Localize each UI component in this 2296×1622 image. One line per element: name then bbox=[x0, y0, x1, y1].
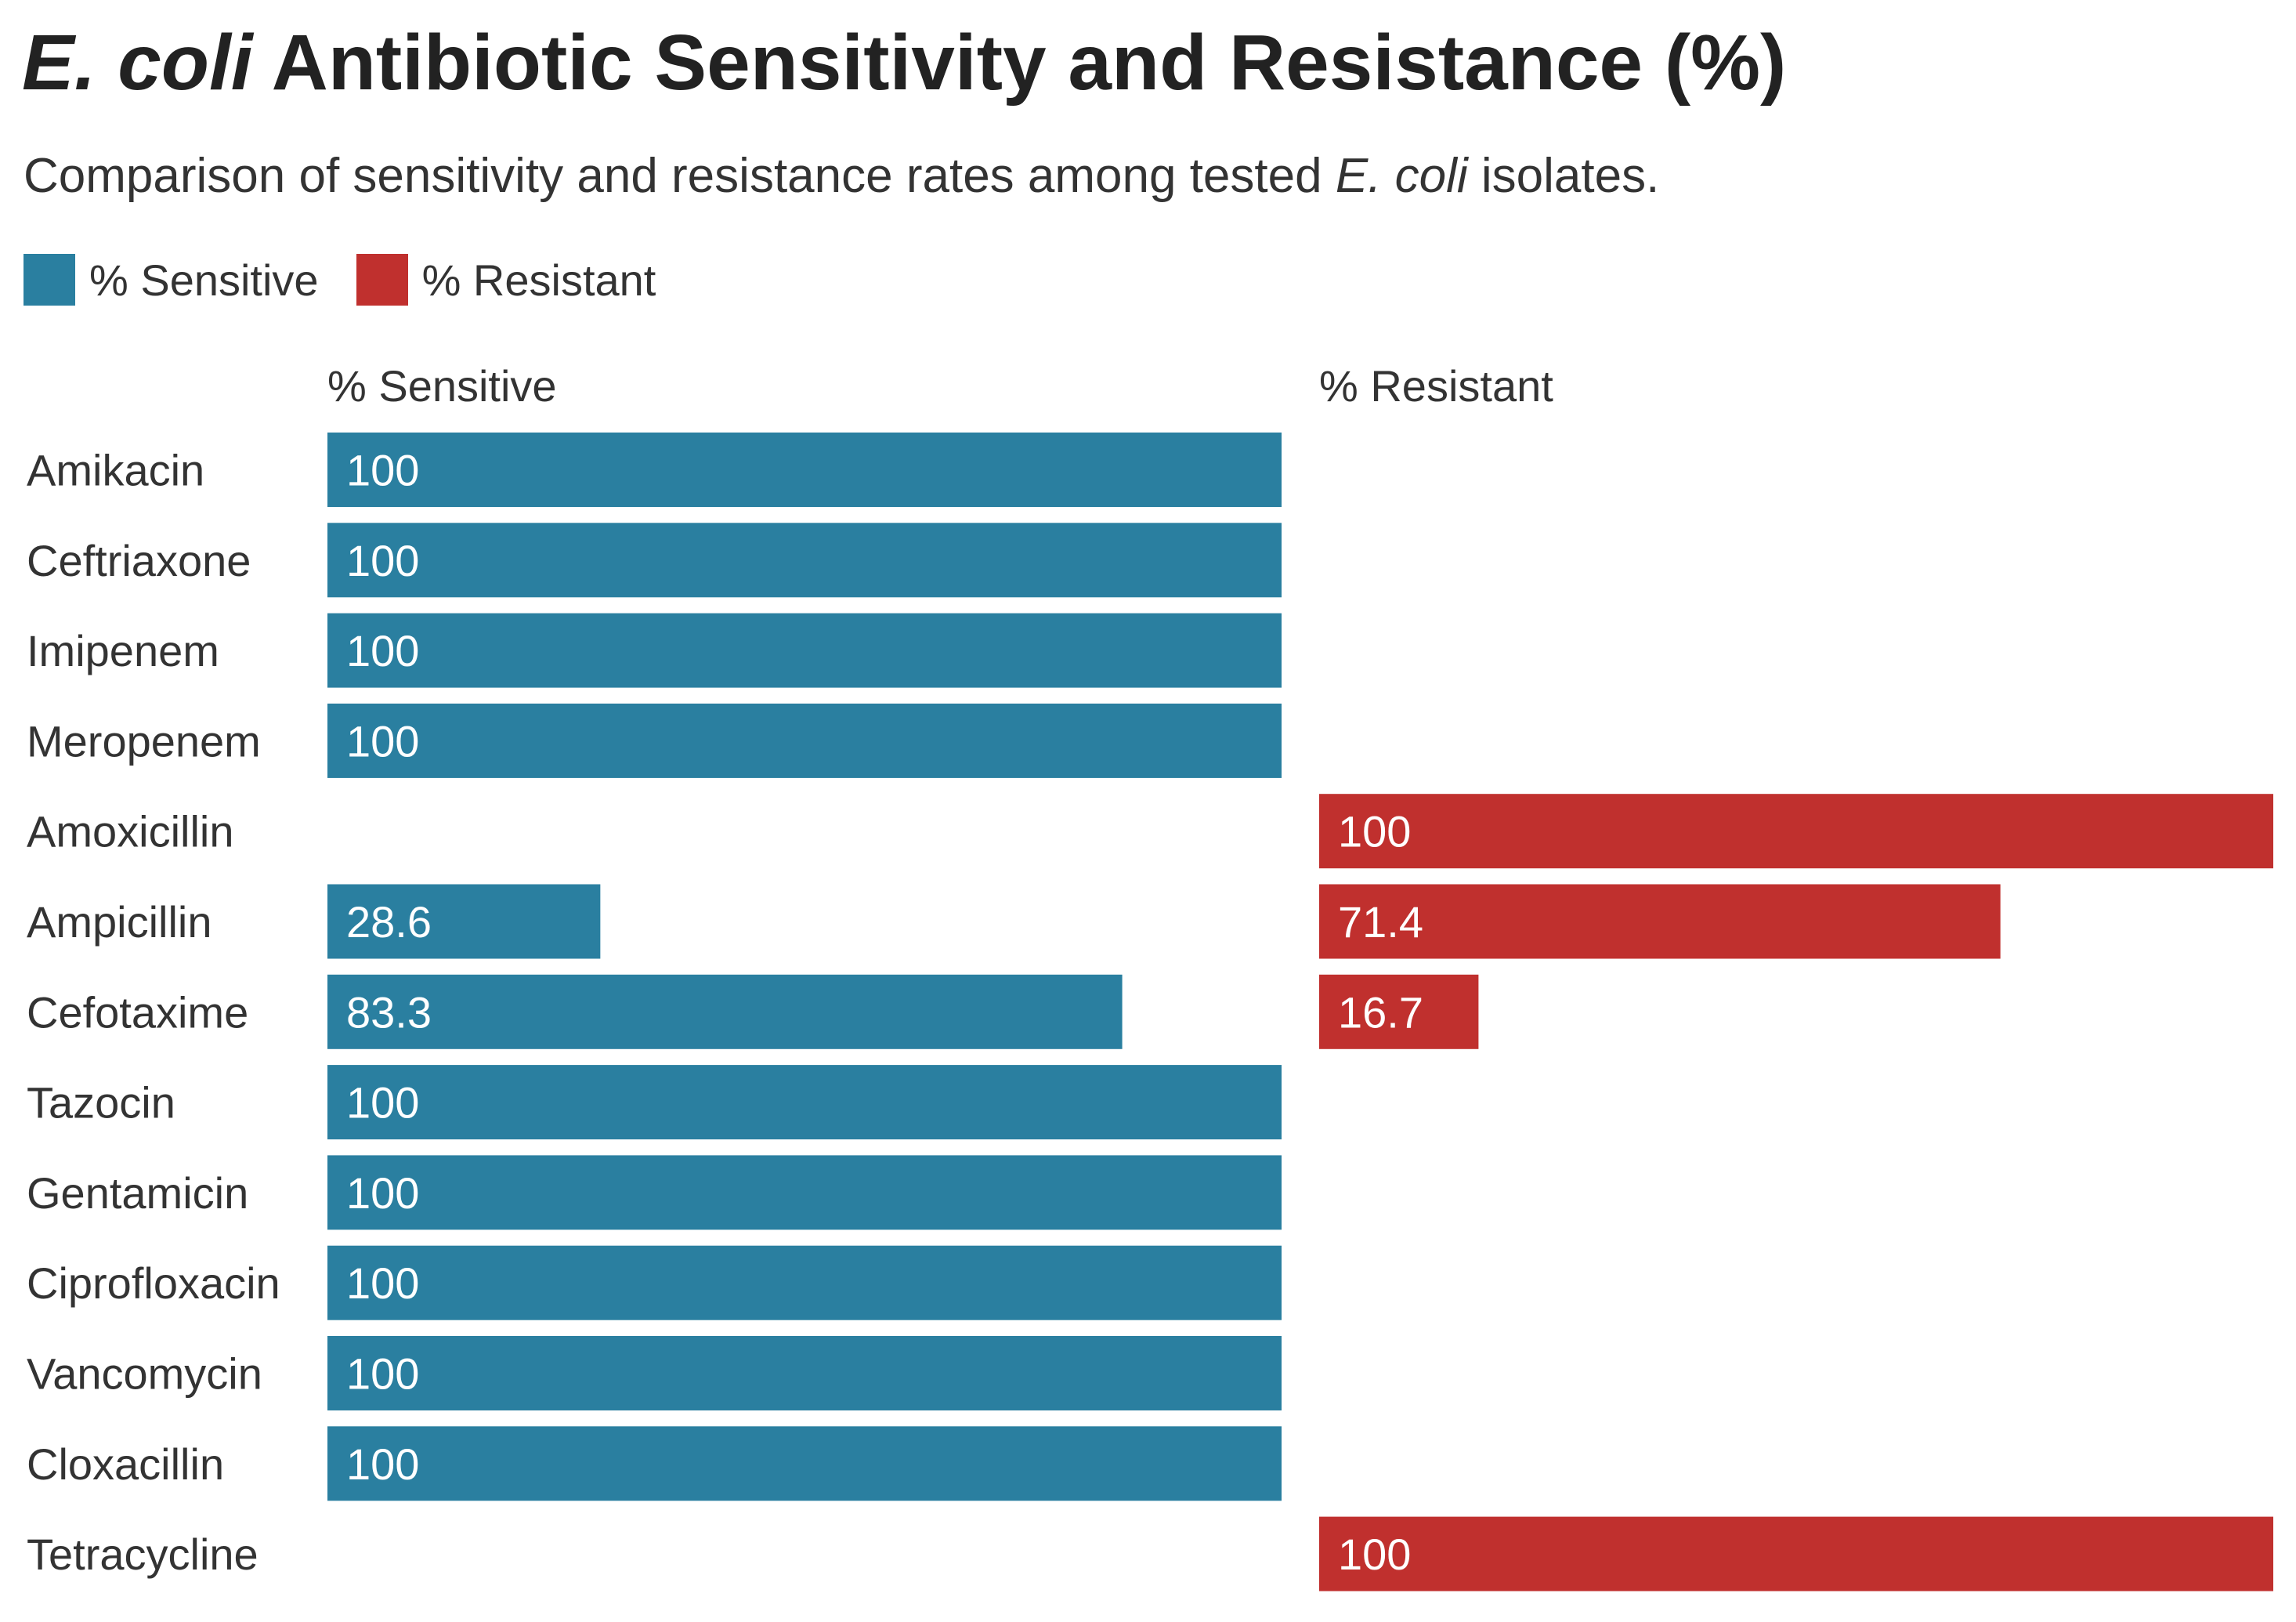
bar-resistant-tetracycline bbox=[1319, 1516, 2273, 1591]
legend-label-resistant: % Resistant bbox=[421, 255, 656, 305]
data-label-sensitive-imipenem: 100 bbox=[346, 626, 419, 675]
legend-item-sensitive: % Sensitive bbox=[24, 254, 319, 306]
category-label-ampicillin: Ampicillin bbox=[27, 897, 212, 947]
bar-sensitive-imipenem bbox=[327, 613, 1282, 688]
category-label-vancomycin: Vancomycin bbox=[27, 1349, 262, 1399]
category-label-meropenem: Meropenem bbox=[27, 716, 261, 766]
bar-resistant-amoxicillin bbox=[1319, 794, 2273, 869]
legend-label-sensitive: % Sensitive bbox=[89, 255, 319, 305]
category-label-cefotaxime: Cefotaxime bbox=[27, 987, 248, 1037]
chart-legend: % Sensitive % Resistant bbox=[24, 254, 693, 306]
legend-swatch-resistant bbox=[356, 254, 408, 306]
bar-sensitive-ampicillin bbox=[327, 884, 601, 959]
chart-title-rest: Antibiotic Sensitivity and Resistance (%… bbox=[252, 19, 1787, 107]
data-label-resistant-tetracycline: 100 bbox=[1338, 1530, 1411, 1579]
bar-sensitive-ciprofloxacin bbox=[327, 1245, 1282, 1320]
legend-swatch-sensitive bbox=[24, 254, 75, 306]
subtitle-italic: E. coli bbox=[1335, 149, 1468, 203]
data-label-sensitive-tazocin: 100 bbox=[346, 1078, 419, 1128]
data-label-sensitive-gentamicin: 100 bbox=[346, 1168, 419, 1218]
bar-sensitive-cefotaxime bbox=[327, 974, 1123, 1049]
data-label-sensitive-ceftriaxone: 100 bbox=[346, 536, 419, 585]
category-label-ceftriaxone: Ceftriaxone bbox=[27, 536, 251, 585]
data-label-resistant-amoxicillin: 100 bbox=[1338, 807, 1411, 856]
bar-resistant-ampicillin bbox=[1319, 884, 2001, 959]
legend-item-resistant: % Resistant bbox=[356, 254, 656, 306]
category-label-tazocin: Tazocin bbox=[27, 1078, 175, 1128]
data-label-sensitive-cefotaxime: 83.3 bbox=[346, 987, 432, 1037]
category-label-amoxicillin: Amoxicillin bbox=[27, 807, 234, 856]
category-label-imipenem: Imipenem bbox=[27, 626, 219, 675]
data-label-sensitive-vancomycin: 100 bbox=[346, 1349, 419, 1399]
panel-header-sensitive: % Sensitive bbox=[327, 361, 557, 411]
category-label-cloxacillin: Cloxacillin bbox=[27, 1439, 224, 1489]
bar-sensitive-vancomycin bbox=[327, 1336, 1282, 1410]
bar-sensitive-meropenem bbox=[327, 703, 1282, 778]
bar-resistant-cefotaxime bbox=[1319, 974, 1479, 1049]
chart-subtitle: Comparison of sensitivity and resistance… bbox=[24, 147, 1659, 205]
chart-title: E. coli Antibiotic Sensitivity and Resis… bbox=[22, 16, 1786, 110]
data-label-resistant-ampicillin: 71.4 bbox=[1338, 897, 1423, 947]
category-label-amikacin: Amikacin bbox=[27, 446, 204, 495]
bar-sensitive-gentamicin bbox=[327, 1155, 1282, 1230]
data-label-sensitive-amikacin: 100 bbox=[346, 446, 419, 495]
data-label-sensitive-meropenem: 100 bbox=[346, 716, 419, 766]
category-label-gentamicin: Gentamicin bbox=[27, 1168, 248, 1218]
panel-header-resistant: % Resistant bbox=[1319, 361, 1553, 411]
data-label-resistant-cefotaxime: 16.7 bbox=[1338, 987, 1423, 1037]
data-label-sensitive-ampicillin: 28.6 bbox=[346, 897, 432, 947]
subtitle-before: Comparison of sensitivity and resistance… bbox=[24, 149, 1336, 203]
bar-sensitive-tazocin bbox=[327, 1065, 1282, 1140]
bar-sensitive-cloxacillin bbox=[327, 1426, 1282, 1501]
bar-sensitive-amikacin bbox=[327, 433, 1282, 507]
data-label-sensitive-ciprofloxacin: 100 bbox=[346, 1258, 419, 1308]
category-label-tetracycline: Tetracycline bbox=[27, 1530, 259, 1579]
data-label-sensitive-cloxacillin: 100 bbox=[346, 1439, 419, 1489]
subtitle-after: isolates. bbox=[1467, 149, 1660, 203]
category-label-ciprofloxacin: Ciprofloxacin bbox=[27, 1258, 280, 1308]
bar-sensitive-ceftriaxone bbox=[327, 523, 1282, 598]
chart-title-italic: E. coli bbox=[22, 19, 253, 107]
